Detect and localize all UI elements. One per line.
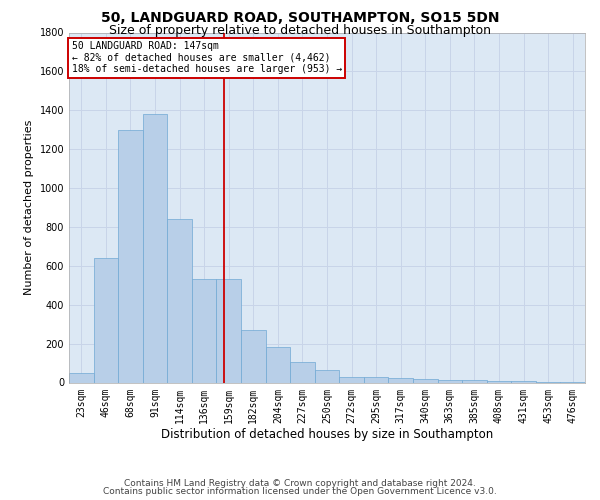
Bar <box>118 130 143 382</box>
Bar <box>437 380 462 382</box>
Text: 50, LANDGUARD ROAD, SOUTHAMPTON, SO15 5DN: 50, LANDGUARD ROAD, SOUTHAMPTON, SO15 5D… <box>101 11 499 25</box>
Bar <box>462 380 487 382</box>
Bar <box>388 378 413 382</box>
Text: Contains public sector information licensed under the Open Government Licence v3: Contains public sector information licen… <box>103 487 497 496</box>
Bar <box>241 330 266 382</box>
Text: Contains HM Land Registry data © Crown copyright and database right 2024.: Contains HM Land Registry data © Crown c… <box>124 478 476 488</box>
Bar <box>94 258 118 382</box>
Bar <box>167 219 192 382</box>
Bar <box>69 373 94 382</box>
Bar <box>143 114 167 382</box>
X-axis label: Distribution of detached houses by size in Southampton: Distribution of detached houses by size … <box>161 428 493 441</box>
Bar <box>315 370 339 382</box>
Bar <box>364 376 388 382</box>
Text: Size of property relative to detached houses in Southampton: Size of property relative to detached ho… <box>109 24 491 37</box>
Bar <box>192 280 217 382</box>
Bar <box>266 346 290 382</box>
Bar <box>339 376 364 382</box>
Bar <box>487 380 511 382</box>
Text: 50 LANDGUARD ROAD: 147sqm
← 82% of detached houses are smaller (4,462)
18% of se: 50 LANDGUARD ROAD: 147sqm ← 82% of detac… <box>71 42 342 74</box>
Bar <box>413 379 437 382</box>
Bar <box>217 280 241 382</box>
Y-axis label: Number of detached properties: Number of detached properties <box>24 120 34 295</box>
Bar <box>290 362 315 382</box>
